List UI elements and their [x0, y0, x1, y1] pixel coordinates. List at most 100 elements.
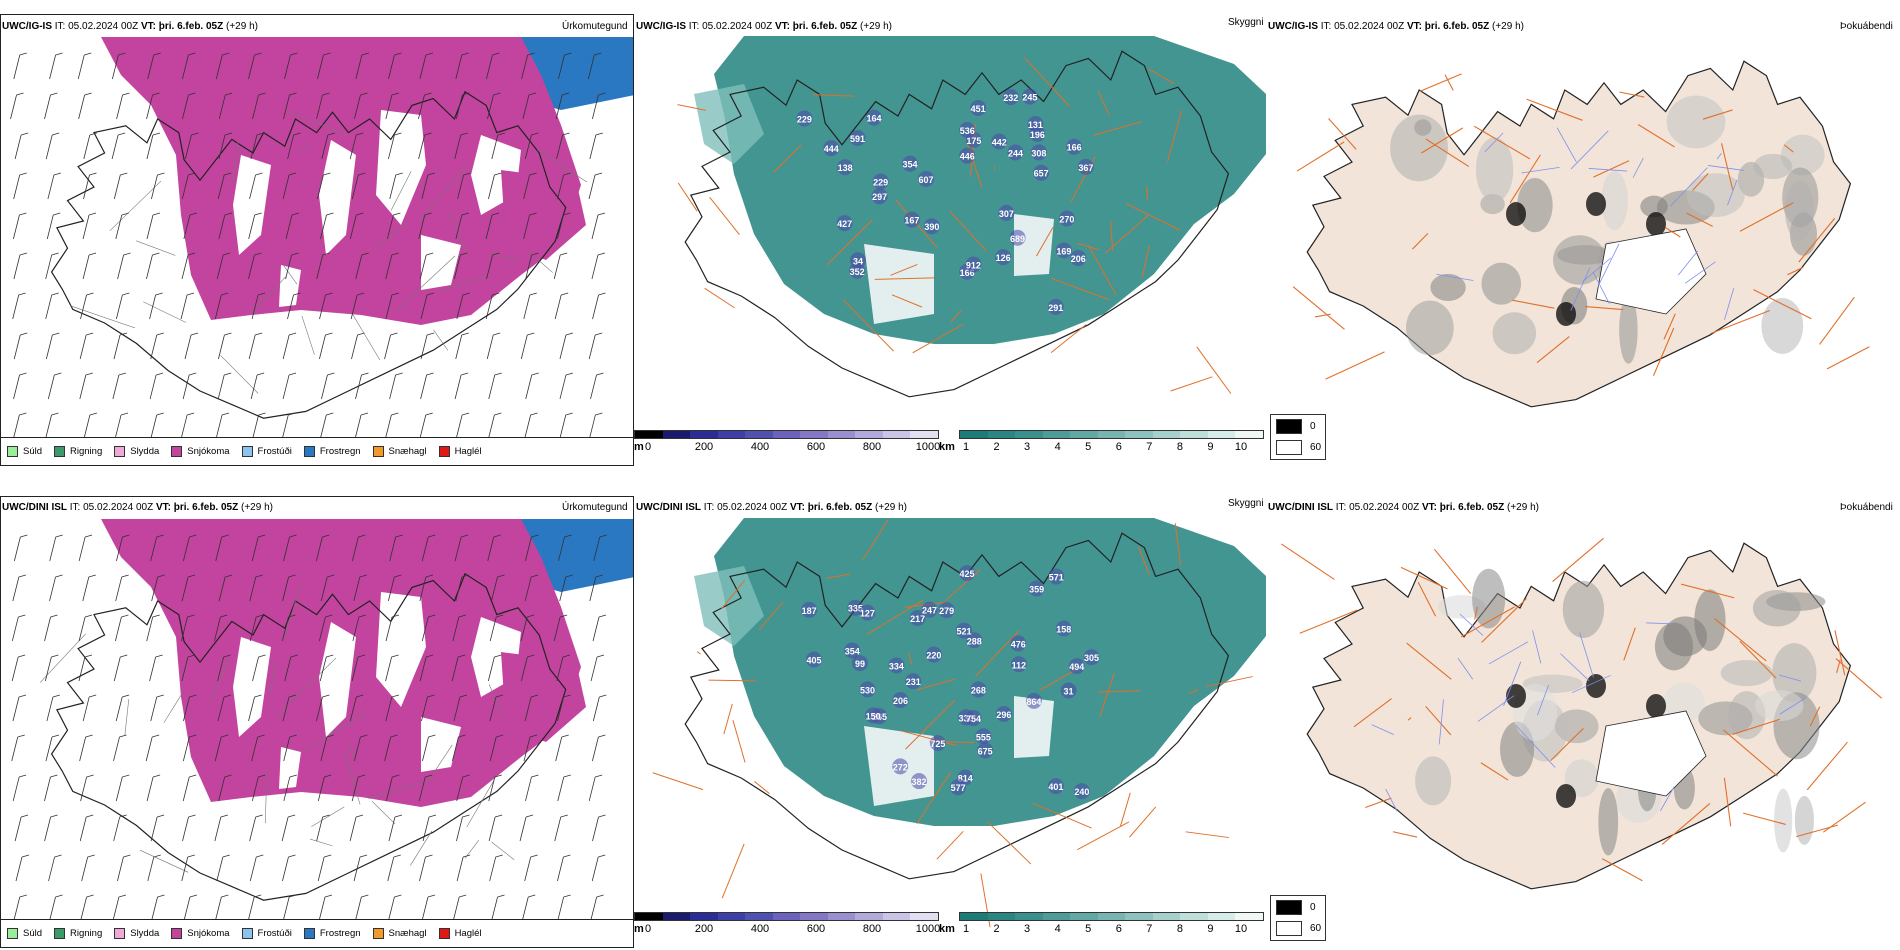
tick-label: 200: [694, 923, 714, 935]
road-line: [1077, 821, 1130, 851]
river-line: [1570, 130, 1609, 170]
precip-legend-item: Frostúði: [241, 928, 292, 939]
road-line: [1292, 286, 1345, 330]
river-line: [1597, 243, 1620, 287]
road-line: [1365, 797, 1392, 809]
cloud-base-value: 494: [1069, 662, 1084, 672]
cloud-base-value: 158: [1056, 625, 1071, 635]
tick-label: 1000: [915, 923, 941, 935]
road-line: [1076, 242, 1100, 251]
road-line: [1050, 277, 1109, 301]
fog-patch: [1663, 682, 1705, 723]
cloud-base-value: 217: [910, 614, 925, 624]
cloud-base-value: 112: [1012, 660, 1027, 670]
road-line: [1474, 606, 1478, 620]
road-line: [708, 679, 757, 682]
cloud-base-value: 675: [978, 746, 993, 756]
road-line: [908, 652, 913, 664]
road-line: [1392, 831, 1418, 838]
wind-barbs: [11, 534, 607, 922]
road-line: [1787, 266, 1804, 276]
precip-legend-item: Frostregn: [303, 446, 361, 457]
road-line: [1125, 203, 1181, 231]
road-line: [1798, 217, 1836, 263]
legend-swatch: [372, 446, 384, 457]
road-line: [1419, 73, 1462, 92]
road-line: [1400, 566, 1448, 590]
fog-core: [1556, 302, 1576, 326]
precip-legend-item: Haglél: [438, 446, 482, 457]
road-line: [1663, 313, 1676, 340]
cloud-base-value: 220: [926, 651, 941, 661]
cloud-base-value: 131: [1028, 120, 1043, 130]
road-line: [1819, 296, 1855, 345]
precip-legend-item: Snæhagl: [372, 446, 427, 457]
river-line: [1477, 695, 1515, 722]
road-line: [1425, 705, 1452, 736]
cloud-base-value: 229: [797, 114, 812, 124]
cloud-header-bottom: UWC/DINI ISL IT: 05.02.2024 00Z VT: þri.…: [636, 502, 907, 513]
road-line: [1753, 289, 1812, 320]
road-line: [1637, 124, 1675, 148]
road-line: [677, 104, 707, 111]
fog-patch: [1415, 756, 1452, 806]
river-line: [1459, 613, 1484, 636]
cloud-base-value: 689: [1010, 234, 1025, 244]
cloud-base-value: 244: [1008, 148, 1023, 158]
tick-label: 400: [750, 441, 770, 453]
fog-patch: [1761, 297, 1804, 354]
legend-swatch: [171, 928, 183, 939]
river-line: [1592, 271, 1610, 304]
road-line: [1032, 802, 1092, 829]
road-line: [1417, 582, 1437, 617]
road-line: [1129, 806, 1157, 838]
road-line: [1721, 143, 1734, 190]
road-line: [1328, 118, 1357, 150]
legend-label: Snæhagl: [388, 928, 427, 939]
precip-legend-item: Rigning: [54, 928, 102, 939]
tick-label: 800: [862, 923, 882, 935]
legend-label: Slydda: [130, 928, 160, 939]
road-line: [1834, 630, 1846, 676]
road-line: [1205, 676, 1253, 688]
river-line: [1660, 786, 1675, 812]
tick-label: 8: [1176, 441, 1183, 453]
road-line: [1174, 523, 1182, 566]
road-line: [1050, 324, 1087, 354]
river-line: [1645, 622, 1674, 625]
fog-panel-bottom: [1266, 496, 1900, 948]
cloud-base-value: 354: [845, 646, 860, 656]
road-line: [936, 830, 964, 860]
cloud-base-value: 352: [850, 267, 865, 277]
fog-core: [1646, 212, 1666, 236]
river-line: [1385, 788, 1398, 812]
precip-legend-top: Súld Rigning Slydda Snjókoma Frostúði Frostre…: [1, 437, 633, 465]
cloud-base-value: 288: [967, 636, 982, 646]
tick-label: 1: [962, 923, 970, 935]
cloud-base-labels: 3054762883542723354942654258144011872172…: [801, 565, 1100, 800]
legend-swatch: [54, 928, 66, 939]
road-line: [1406, 642, 1452, 680]
tick-label: 10: [1234, 923, 1248, 935]
tick-label: 0: [644, 923, 652, 935]
legend-label: Snjókoma: [187, 928, 230, 939]
precip-legend-item: Slydda: [114, 928, 159, 939]
river-line: [1716, 153, 1722, 160]
wind-barbs: [10, 52, 606, 440]
fog-patch: [1601, 170, 1628, 231]
fog-patch: [1686, 173, 1745, 218]
road-line: [1460, 606, 1515, 638]
fog-core: [1506, 202, 1526, 226]
cloud-base-colorbar: [634, 430, 939, 439]
cloud-title-top: Skyggni: [1228, 17, 1264, 28]
legend-swatch: [438, 446, 450, 457]
cloud-base-value: 240: [1074, 787, 1089, 797]
cloud-base-value: 169: [1056, 246, 1071, 256]
fog-patch: [1720, 659, 1773, 687]
road-line: [916, 678, 955, 691]
legend-label: Súld: [23, 446, 43, 457]
river-line: [1560, 653, 1590, 682]
fog-patch: [1598, 788, 1619, 856]
legend-label: Haglél: [454, 446, 482, 457]
cloud-base-value: 31: [1064, 687, 1074, 697]
